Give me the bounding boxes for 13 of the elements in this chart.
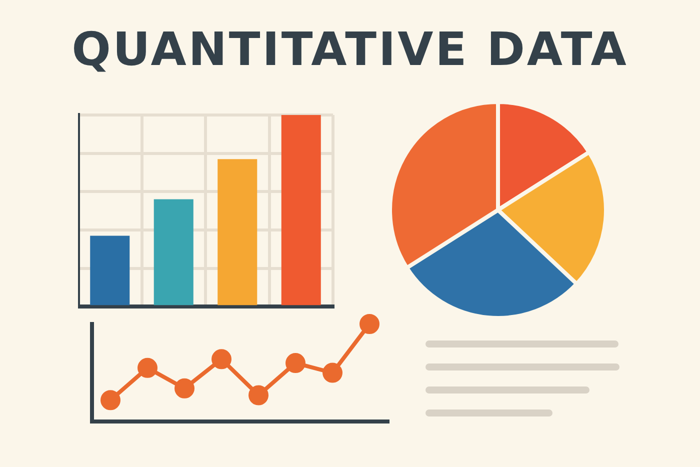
chart-title: QUANTITATIVE DATA (70, 22, 630, 76)
point (360, 314, 380, 334)
point (212, 349, 232, 370)
point (138, 358, 158, 378)
bar (90, 236, 130, 306)
point (248, 385, 268, 406)
point (322, 362, 342, 383)
bar (281, 115, 321, 306)
point (100, 390, 120, 410)
bar (218, 159, 258, 306)
point (174, 378, 194, 398)
bar (154, 199, 194, 306)
point (286, 353, 306, 374)
